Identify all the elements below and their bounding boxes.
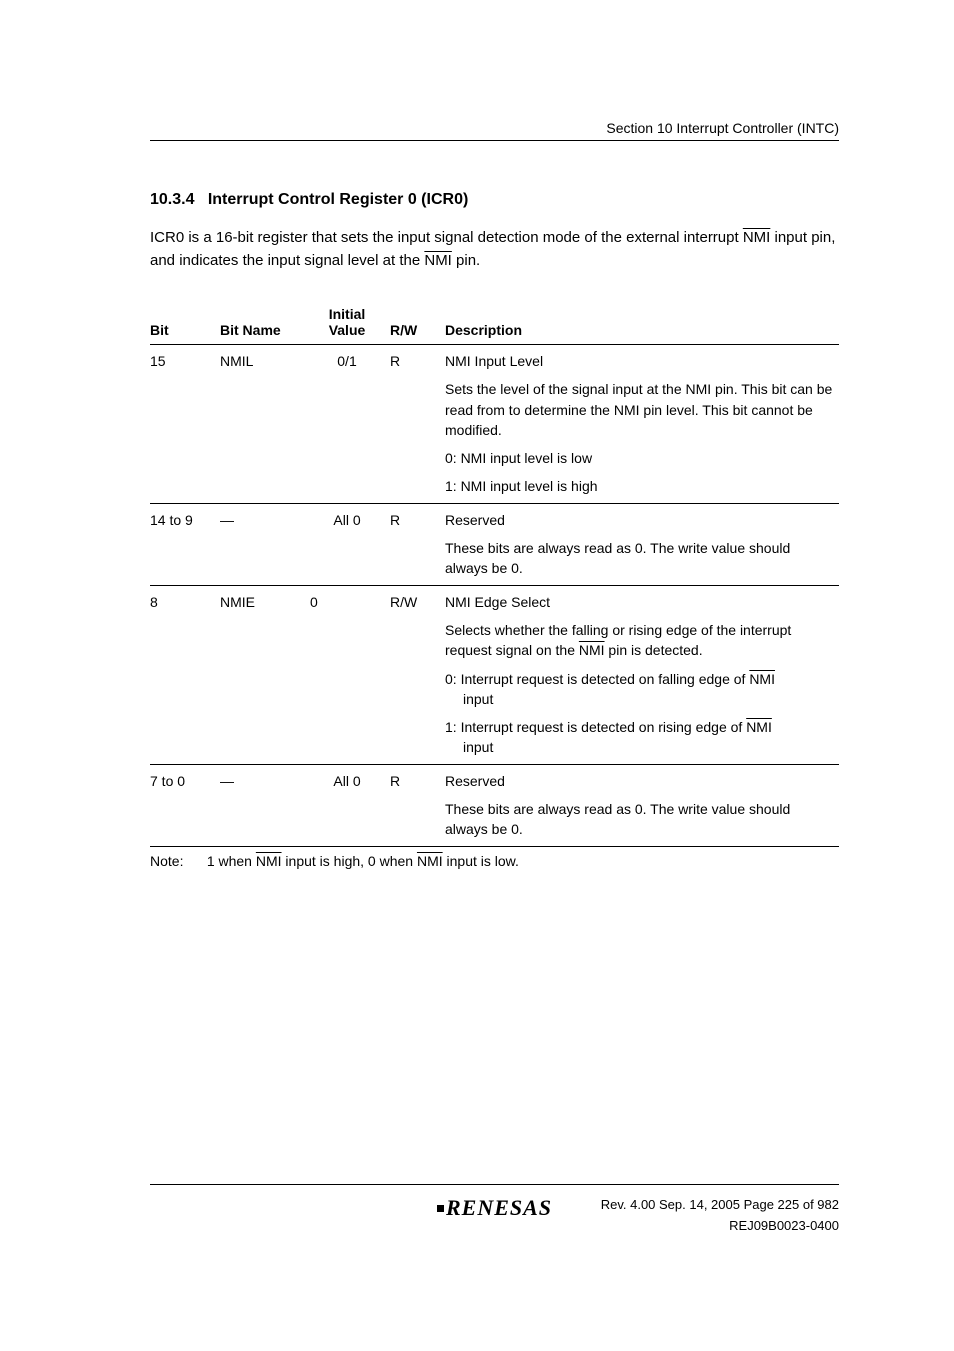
section-number: 10.3.4 (150, 191, 194, 208)
col-header-desc: Description (445, 300, 839, 345)
nmi-overline: NMI (424, 252, 452, 269)
nmi-overline: NMI (579, 642, 605, 658)
cell-name: — (220, 764, 310, 846)
desc-text: input (445, 737, 833, 757)
nmi-overline: NMI (743, 229, 771, 246)
cell-bit: 14 to 9 (150, 503, 220, 585)
col-header-rw: R/W (390, 300, 445, 345)
table-row: 14 to 9 — All 0 R Reserved These bits ar… (150, 503, 839, 585)
desc-title: Reserved (445, 771, 833, 791)
desc-text: pin is detected. (605, 642, 703, 658)
renesas-logo: RENESAS (437, 1195, 552, 1221)
nmi-overline: NMI (749, 671, 775, 687)
desc-title: Reserved (445, 510, 833, 530)
intro-paragraph: ICR0 is a 16-bit register that sets the … (150, 227, 839, 272)
desc-title: NMI Input Level (445, 351, 833, 371)
page-footer: RENESAS Rev. 4.00 Sep. 14, 2005 Page 225… (150, 1184, 839, 1221)
desc-body: These bits are always read as 0. The wri… (445, 538, 833, 579)
cell-initial: All 0 (310, 764, 390, 846)
footer-meta: Rev. 4.00 Sep. 14, 2005 Page 225 of 982 … (601, 1195, 839, 1237)
desc-title: NMI Edge Select (445, 592, 833, 612)
col-header-name: Bit Name (220, 300, 310, 345)
cell-rw: R (390, 345, 445, 504)
note-text: input is low. (443, 853, 519, 869)
nmi-overline: NMI (746, 719, 772, 735)
footer-rev: Rev. 4.00 Sep. 14, 2005 Page 225 of 982 (601, 1195, 839, 1216)
col-header-bit: Bit (150, 300, 220, 345)
page-content: Section 10 Interrupt Controller (INTC) 1… (0, 0, 954, 869)
desc-opt1: 1: NMI input level is high (445, 476, 833, 496)
desc-text: 0: Interrupt request is detected on fall… (445, 671, 749, 687)
cell-name: NMIE (220, 585, 310, 764)
cell-initial: 0/1 (310, 345, 390, 504)
cell-desc: NMI Input Level Sets the level of the si… (445, 345, 839, 504)
desc-body: Selects whether the falling or rising ed… (445, 620, 833, 661)
desc-text: input (445, 689, 833, 709)
section-heading: 10.3.4 Interrupt Control Register 0 (ICR… (150, 191, 839, 209)
nmi-overline: NMI (256, 853, 282, 869)
desc-opt0: 0: Interrupt request is detected on fall… (445, 669, 833, 710)
cell-initial: All 0 (310, 503, 390, 585)
table-row: 7 to 0 — All 0 R Reserved These bits are… (150, 764, 839, 846)
footer-doc: REJ09B0023-0400 (601, 1216, 839, 1237)
desc-body: These bits are always read as 0. The wri… (445, 799, 833, 840)
cell-bit: 7 to 0 (150, 764, 220, 846)
cell-desc: Reserved These bits are always read as 0… (445, 764, 839, 846)
register-table: Bit Bit Name Initial Value R/W Descripti… (150, 300, 839, 847)
cell-initial: 0 (310, 585, 390, 764)
header-rule: Section 10 Interrupt Controller (INTC) (150, 120, 839, 141)
table-note: Note: 1 when NMI input is high, 0 when N… (150, 847, 839, 869)
cell-bit: 8 (150, 585, 220, 764)
note-text: 1 when (207, 853, 256, 869)
cell-rw: R (390, 503, 445, 585)
logo-dot-icon (437, 1205, 444, 1212)
intro-text: ICR0 is a 16-bit register that sets the … (150, 229, 743, 246)
cell-rw: R/W (390, 585, 445, 764)
col-header-initial: Initial Value (310, 300, 390, 345)
cell-name: NMIL (220, 345, 310, 504)
desc-opt1: 1: Interrupt request is detected on risi… (445, 717, 833, 758)
cell-name: — (220, 503, 310, 585)
cell-desc: Reserved These bits are always read as 0… (445, 503, 839, 585)
desc-text: 1: Interrupt request is detected on risi… (445, 719, 746, 735)
section-title: Interrupt Control Register 0 (ICR0) (208, 191, 468, 208)
desc-body: Sets the level of the signal input at th… (445, 379, 833, 440)
intro-text: pin. (452, 252, 480, 269)
nmi-overline: NMI (417, 853, 443, 869)
note-label: Note: (150, 853, 183, 869)
running-header: Section 10 Interrupt Controller (INTC) (150, 120, 839, 136)
logo-text: RENESAS (446, 1195, 552, 1221)
table-row: 15 NMIL 0/1 R NMI Input Level Sets the l… (150, 345, 839, 504)
note-text: input is high, 0 when (282, 853, 417, 869)
table-header-row: Bit Bit Name Initial Value R/W Descripti… (150, 300, 839, 345)
cell-desc: NMI Edge Select Selects whether the fall… (445, 585, 839, 764)
cell-rw: R (390, 764, 445, 846)
footer-rule: RENESAS Rev. 4.00 Sep. 14, 2005 Page 225… (150, 1184, 839, 1221)
table-row: 8 NMIE 0 R/W NMI Edge Select Selects whe… (150, 585, 839, 764)
desc-opt0: 0: NMI input level is low (445, 448, 833, 468)
cell-bit: 15 (150, 345, 220, 504)
